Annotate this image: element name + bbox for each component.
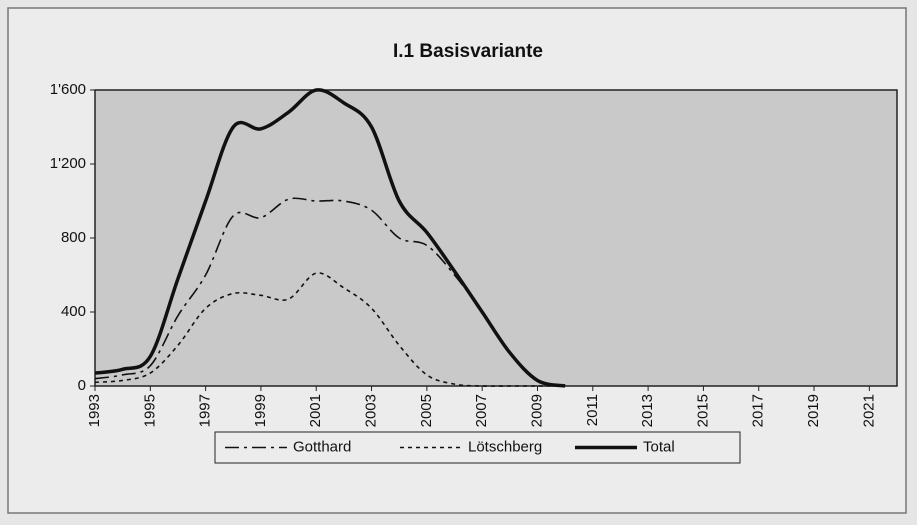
legend-box	[214, 431, 741, 464]
y-tick-label: 1'600	[50, 81, 86, 98]
legend: Gotthard Lötschberg Total	[214, 431, 741, 464]
x-tick-label: 1995	[141, 394, 158, 427]
legend-label: Lötschberg	[468, 438, 542, 455]
x-tick-label: 2013	[639, 394, 656, 427]
legend-label: Total	[643, 438, 675, 455]
chart-title: I.1 Basisvariante	[393, 41, 543, 62]
x-tick-label: 2011	[584, 394, 601, 426]
x-tick-label: 2015	[694, 394, 711, 427]
line-series	[94, 88, 566, 388]
x-tick-label: 2001	[307, 394, 324, 427]
legend-label: Gotthard	[293, 438, 351, 455]
x-tick-label: 2005	[418, 394, 435, 427]
y-tick-label: 400	[61, 303, 86, 320]
y-tick-label: 800	[61, 229, 86, 246]
y-tick-label: 1'200	[50, 155, 86, 172]
plot-area	[94, 89, 898, 387]
x-tick-label: 1997	[197, 394, 214, 427]
x-tick-label: 2021	[860, 394, 877, 427]
x-tick-label: 2009	[528, 394, 545, 427]
line-series	[94, 197, 566, 387]
x-tick-label: 2007	[473, 394, 490, 427]
x-tick-label: 1993	[86, 394, 103, 427]
x-tick-label: 2003	[363, 394, 380, 427]
x-tick-label: 2017	[750, 394, 767, 427]
x-tick-label: 2019	[805, 394, 822, 427]
y-tick-label: 0	[78, 377, 86, 394]
line-series	[94, 272, 566, 387]
x-tick-label: 1999	[252, 394, 269, 427]
